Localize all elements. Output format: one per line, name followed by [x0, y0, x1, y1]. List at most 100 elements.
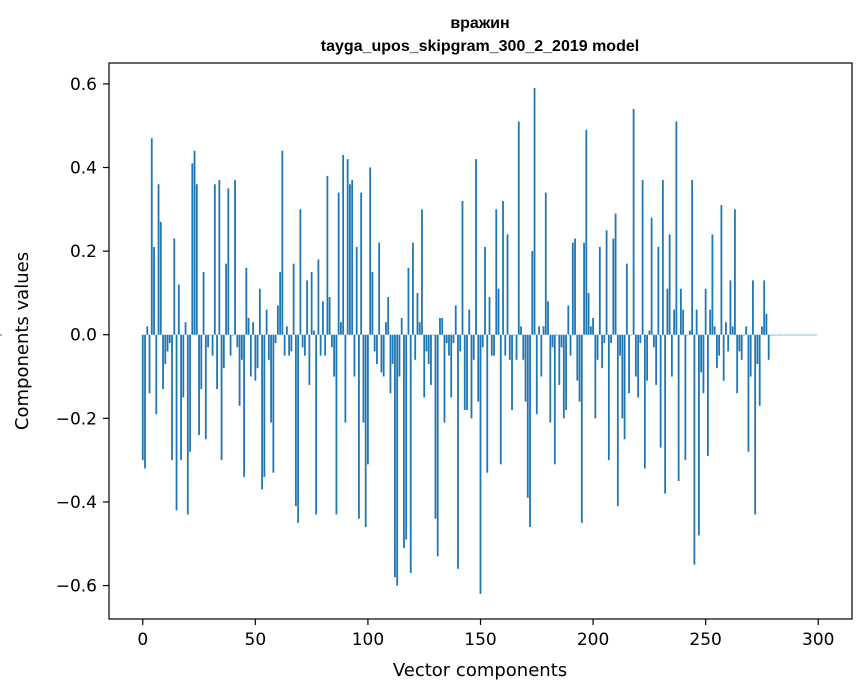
bar-161 — [504, 334, 507, 356]
bar-96 — [358, 334, 360, 519]
bar-195 — [580, 334, 583, 523]
bar-228 — [655, 334, 658, 385]
bar-54 — [263, 334, 266, 477]
bar-46 — [245, 267, 248, 335]
bar-66 — [290, 334, 293, 352]
bar-284 — [781, 334, 784, 336]
bar-15 — [175, 334, 178, 511]
bar-56 — [267, 334, 270, 360]
bar-231 — [661, 180, 664, 335]
bar-78 — [317, 259, 320, 335]
bar-237 — [675, 121, 678, 335]
bar-243 — [688, 330, 691, 335]
bar-18 — [182, 334, 185, 398]
bar-157 — [495, 209, 498, 335]
bar-274 — [758, 334, 761, 406]
bar-144 — [466, 334, 468, 410]
bar-217 — [630, 334, 633, 336]
x-tick-label: 0 — [137, 630, 148, 650]
bar-291 — [797, 334, 799, 336]
bar-108 — [385, 322, 387, 335]
bar-278 — [767, 334, 770, 360]
bar-262 — [731, 326, 734, 335]
bar-160 — [502, 200, 504, 335]
bar-186 — [560, 334, 563, 348]
bar-76 — [312, 330, 315, 335]
bar-74 — [308, 334, 311, 385]
bar-63 — [283, 334, 286, 356]
bar-26 — [200, 334, 203, 390]
bar-267 — [743, 334, 745, 336]
bar-132 — [439, 318, 441, 335]
bar-273 — [756, 334, 759, 364]
bar-31 — [211, 334, 214, 356]
bar-293 — [801, 334, 804, 336]
bar-235 — [670, 334, 673, 377]
bar-286 — [785, 334, 788, 336]
bar-85 — [333, 334, 336, 377]
bar-42 — [236, 334, 239, 348]
bar-44 — [240, 334, 243, 360]
bar-137 — [450, 334, 453, 398]
bar-190 — [569, 334, 572, 356]
bar-181 — [549, 334, 552, 423]
bar-114 — [398, 334, 401, 377]
bar-214 — [623, 334, 626, 440]
bar-118 — [407, 267, 410, 335]
bar-213 — [621, 334, 624, 419]
bar-109 — [387, 297, 390, 335]
bar-142 — [461, 200, 464, 335]
bar-91 — [346, 159, 349, 335]
bar-264 — [736, 334, 739, 394]
bar-251 — [707, 334, 709, 456]
y-tick-label: 0.6 — [70, 75, 97, 95]
bar-163 — [508, 334, 511, 360]
bar-269 — [747, 334, 750, 452]
bar-230 — [659, 334, 662, 448]
bar-37 — [225, 263, 227, 335]
bar-177 — [540, 334, 543, 377]
bar-116 — [403, 334, 405, 548]
bar-48 — [249, 334, 252, 377]
bar-136 — [448, 334, 450, 356]
bar-239 — [679, 288, 682, 335]
bar-271 — [752, 280, 754, 335]
bar-129 — [432, 334, 435, 336]
bar-150 — [479, 334, 482, 594]
y-axis: −0.6 −0.4 −0.2 0.0 0.2 0.4 0.6 — [56, 75, 109, 597]
bar-79 — [319, 334, 322, 356]
bar-84 — [331, 334, 333, 348]
bar-95 — [355, 246, 358, 335]
chart-title: вражин — [450, 15, 509, 32]
bar-182 — [551, 334, 554, 348]
bar-64 — [285, 326, 288, 335]
bar-215 — [625, 263, 628, 335]
bar-259 — [725, 322, 727, 335]
bar-62 — [281, 150, 284, 335]
bar-2 — [146, 326, 149, 335]
bar-282 — [776, 334, 779, 336]
bar-292 — [799, 334, 802, 336]
bar-88 — [340, 322, 342, 335]
bar-50 — [254, 334, 257, 381]
x-tick-label: 300 — [802, 630, 834, 650]
bar-249 — [702, 334, 705, 394]
bar-94 — [353, 334, 356, 377]
bar-38 — [227, 188, 230, 335]
bar-210 — [614, 213, 617, 335]
bar-272 — [754, 334, 757, 515]
bar-101 — [369, 167, 372, 335]
bar-40 — [231, 334, 234, 336]
bars-group — [0, 88, 817, 594]
bar-189 — [567, 305, 570, 335]
bar-275 — [761, 326, 763, 335]
bar-59 — [274, 334, 277, 344]
bar-72 — [303, 334, 306, 356]
bar-229 — [657, 246, 660, 335]
bar-6 — [155, 334, 158, 415]
bar-297 — [810, 334, 813, 336]
bar-28 — [204, 334, 207, 440]
bar-83 — [328, 297, 331, 335]
y-tick-label: 0.4 — [70, 159, 97, 179]
bar-17 — [180, 334, 182, 461]
